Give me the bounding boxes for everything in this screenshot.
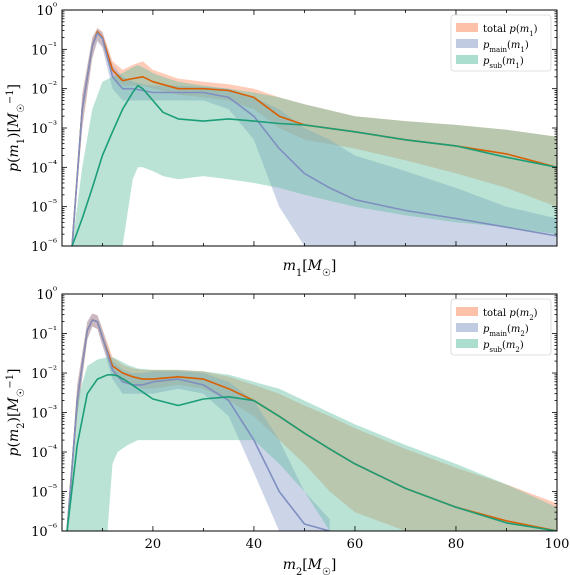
band-sub-2 — [67, 357, 557, 531]
chart-panel-1: 10⁻⁶ 10⁻⁵ 10⁻⁴ 10⁻³ 10⁻² 10⁻¹ 10⁰ m1[M☉] p(m1)[M… — [5, 2, 558, 279]
y-tick-label-2-3: 10⁻³ — [31, 405, 57, 422]
legend-entry-main-2: pmain(m2) — [483, 324, 529, 338]
y-tick-label-2-4: 10⁻² — [31, 365, 57, 382]
y-tick-label-2-0: 10⁻⁶ — [31, 523, 57, 540]
legend-entry-sub-2: psub(m2) — [483, 340, 524, 354]
line-sub-2 — [66, 374, 557, 531]
legend-entry-main-1: pmain(m1) — [483, 40, 529, 54]
band-total-1 — [72, 27, 557, 246]
x-tick-label-2-4: 100 — [545, 537, 570, 552]
legend-entry-total-2: total p(m2) — [483, 308, 538, 322]
legend-swatch-main-1 — [456, 39, 478, 48]
x-tick-label-2-1: 40 — [246, 537, 263, 552]
plot-area-1 — [71, 27, 557, 246]
y-tick-label-2-1: 10⁻⁵ — [31, 484, 57, 501]
legend-swatch-total-2 — [456, 307, 478, 316]
legend-entry-total-1: total p(m1) — [483, 24, 538, 38]
plot-area-2 — [66, 313, 557, 531]
line-sub-1 — [71, 84, 557, 246]
y-axis-label-1: p(m1)[M☉−1] — [5, 84, 27, 172]
band-total-2 — [67, 313, 557, 531]
y-tick-label-2-6: 10⁰ — [36, 286, 57, 303]
legend-swatch-sub-2 — [456, 339, 478, 348]
y-tick-label-2-2: 10⁻⁴ — [31, 444, 57, 461]
x-tick-label-2-0: 20 — [145, 537, 162, 552]
x-tick-label-2-2: 60 — [347, 537, 364, 552]
legend-swatch-total-1 — [456, 23, 478, 32]
y-tick-label-1-2: 10⁻⁴ — [31, 159, 57, 176]
y-tick-label-1-0: 10⁻⁶ — [31, 238, 57, 255]
y-tick-label-1-4: 10⁻² — [31, 81, 57, 98]
y-tick-label-1-5: 10⁻¹ — [31, 41, 57, 58]
band-main-2 — [67, 313, 330, 531]
x-tick-label-2-3: 80 — [448, 537, 465, 552]
x-axis-label-2: m2[M☉] — [283, 557, 337, 575]
band-main-1 — [72, 28, 557, 246]
chart-panel-2: 20 40 60 80 100 10⁻⁶ 10⁻⁵ 10⁻⁴ 10⁻³ 10⁻² 10⁻¹ 10⁰ m2… — [5, 286, 570, 575]
line-main-1 — [71, 32, 557, 246]
legend-swatch-sub-1 — [456, 55, 478, 64]
x-axis-label-1: m1[M☉] — [283, 258, 337, 279]
line-main-2 — [66, 319, 330, 531]
y-tick-label-1-6: 10⁰ — [36, 2, 57, 19]
legend-2: total p(m2) pmain(m2) psub(m2) — [450, 298, 552, 356]
legend-swatch-main-2 — [456, 323, 478, 332]
y-tick-label-1-3: 10⁻³ — [31, 120, 57, 137]
y-tick-label-1-1: 10⁻⁵ — [31, 199, 57, 216]
legend-entry-sub-1: psub(m1) — [483, 56, 524, 70]
legend-1: total p(m1) pmain(m1) psub(m1) — [450, 14, 552, 72]
y-tick-label-2-5: 10⁻¹ — [31, 326, 57, 343]
band-sub-1 — [72, 65, 557, 246]
y-axis-label-2: p(m2)[M☉−1] — [5, 369, 27, 457]
